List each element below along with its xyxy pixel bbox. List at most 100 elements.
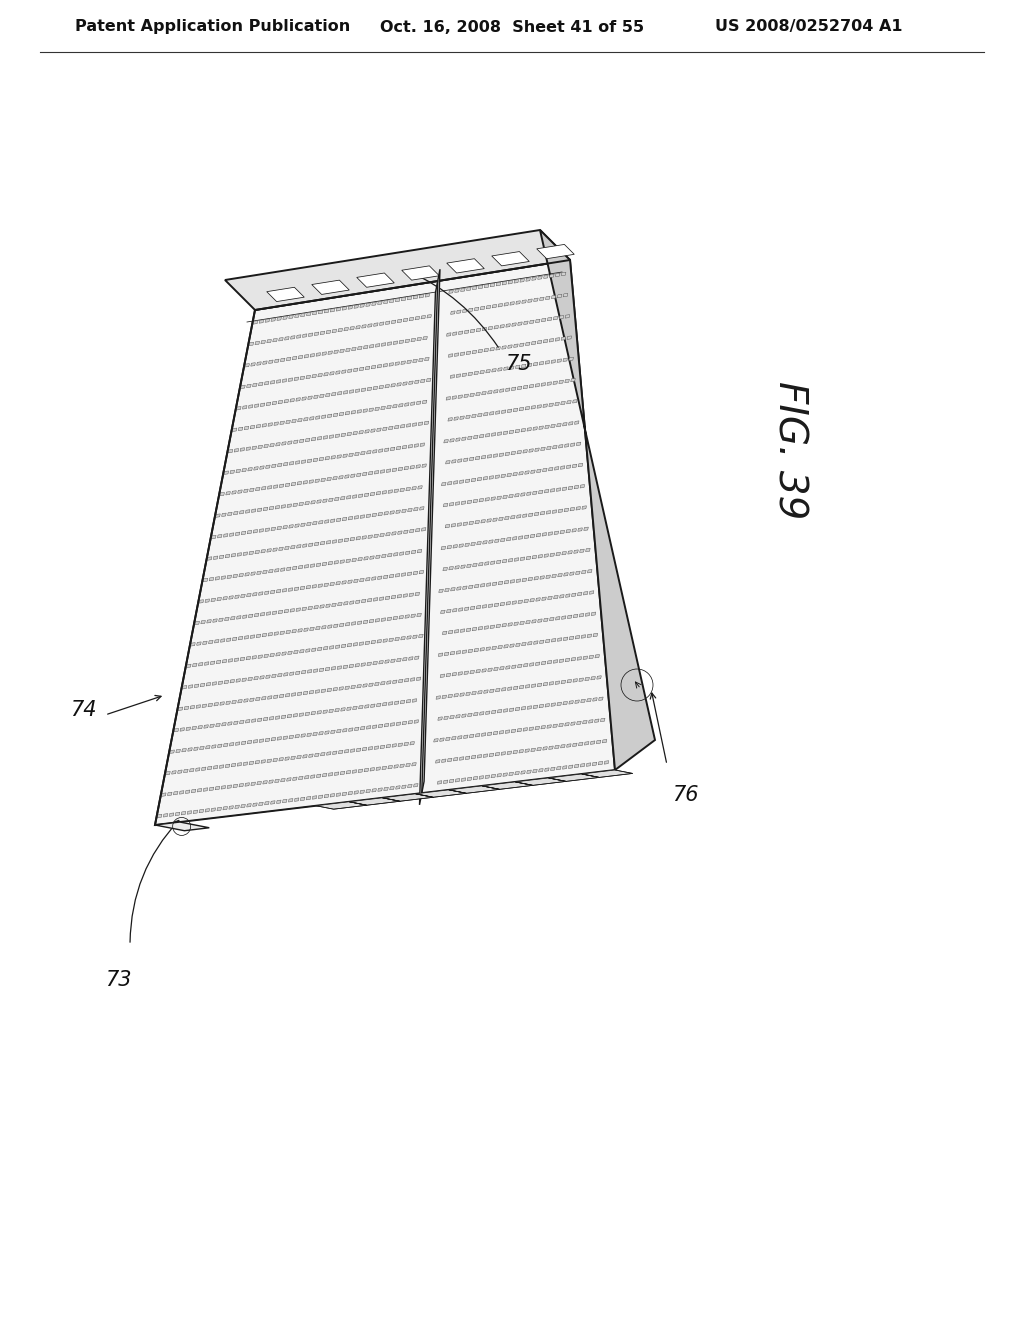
Polygon shape [557, 702, 561, 706]
Polygon shape [553, 445, 557, 449]
Polygon shape [333, 688, 338, 690]
Polygon shape [265, 319, 269, 322]
Polygon shape [247, 531, 252, 533]
Polygon shape [360, 663, 366, 667]
Polygon shape [227, 512, 232, 516]
Polygon shape [269, 444, 274, 447]
Polygon shape [519, 685, 524, 689]
Polygon shape [283, 800, 287, 803]
Polygon shape [257, 508, 262, 511]
Polygon shape [381, 618, 386, 622]
Polygon shape [262, 360, 267, 364]
Polygon shape [358, 770, 362, 772]
Polygon shape [298, 565, 303, 569]
Polygon shape [419, 358, 423, 362]
Polygon shape [539, 705, 544, 708]
Polygon shape [247, 804, 251, 807]
Polygon shape [577, 721, 582, 725]
Polygon shape [412, 487, 417, 490]
Polygon shape [347, 370, 352, 372]
Polygon shape [300, 649, 304, 653]
Polygon shape [349, 453, 353, 457]
Polygon shape [236, 678, 241, 682]
Polygon shape [357, 557, 362, 561]
Polygon shape [376, 491, 381, 495]
Polygon shape [286, 483, 290, 487]
Polygon shape [568, 421, 573, 425]
Polygon shape [389, 638, 393, 642]
Polygon shape [450, 779, 454, 783]
Polygon shape [460, 628, 465, 632]
Polygon shape [205, 809, 210, 812]
Polygon shape [219, 556, 224, 558]
Polygon shape [494, 326, 499, 329]
Polygon shape [561, 616, 566, 619]
Polygon shape [595, 655, 599, 657]
Polygon shape [214, 702, 218, 706]
Polygon shape [563, 358, 567, 362]
Polygon shape [561, 401, 565, 405]
Polygon shape [545, 768, 549, 771]
Polygon shape [450, 715, 455, 719]
Polygon shape [408, 784, 412, 788]
Polygon shape [470, 393, 474, 396]
Polygon shape [452, 672, 457, 676]
Polygon shape [263, 780, 267, 784]
Polygon shape [360, 726, 365, 730]
Polygon shape [382, 554, 386, 557]
Polygon shape [305, 649, 310, 652]
Polygon shape [328, 414, 332, 417]
Polygon shape [575, 572, 581, 574]
Polygon shape [199, 809, 204, 813]
Polygon shape [258, 383, 263, 385]
Polygon shape [453, 331, 457, 335]
Polygon shape [436, 696, 440, 700]
Polygon shape [315, 479, 319, 482]
Polygon shape [555, 273, 560, 277]
Polygon shape [595, 719, 599, 722]
Polygon shape [590, 591, 594, 594]
Polygon shape [388, 766, 392, 768]
Polygon shape [392, 743, 396, 747]
Polygon shape [328, 351, 333, 354]
Polygon shape [291, 482, 296, 486]
Polygon shape [399, 764, 404, 767]
Polygon shape [545, 360, 550, 364]
Polygon shape [465, 607, 469, 610]
Polygon shape [196, 768, 200, 771]
Polygon shape [212, 744, 216, 748]
Polygon shape [397, 531, 402, 535]
Polygon shape [248, 467, 252, 471]
Polygon shape [371, 492, 375, 496]
Polygon shape [335, 434, 340, 437]
Polygon shape [268, 632, 272, 636]
Polygon shape [248, 677, 252, 681]
Polygon shape [457, 587, 461, 590]
Polygon shape [383, 428, 387, 430]
Polygon shape [445, 737, 451, 741]
Polygon shape [455, 289, 459, 293]
Polygon shape [319, 668, 324, 672]
Polygon shape [302, 397, 306, 400]
Polygon shape [208, 557, 212, 560]
Polygon shape [511, 729, 516, 733]
Polygon shape [185, 789, 189, 793]
Polygon shape [275, 506, 280, 510]
Polygon shape [289, 799, 293, 803]
Polygon shape [334, 350, 338, 354]
Polygon shape [306, 523, 311, 525]
Polygon shape [587, 763, 591, 767]
Polygon shape [303, 480, 307, 484]
Polygon shape [272, 401, 276, 405]
Polygon shape [371, 429, 375, 432]
Polygon shape [481, 733, 486, 737]
Polygon shape [452, 459, 456, 463]
Polygon shape [539, 426, 544, 429]
Polygon shape [509, 708, 514, 711]
Polygon shape [221, 785, 225, 789]
Polygon shape [282, 652, 287, 655]
Polygon shape [291, 756, 295, 759]
Polygon shape [311, 437, 315, 441]
Polygon shape [321, 541, 325, 545]
Polygon shape [265, 738, 269, 742]
